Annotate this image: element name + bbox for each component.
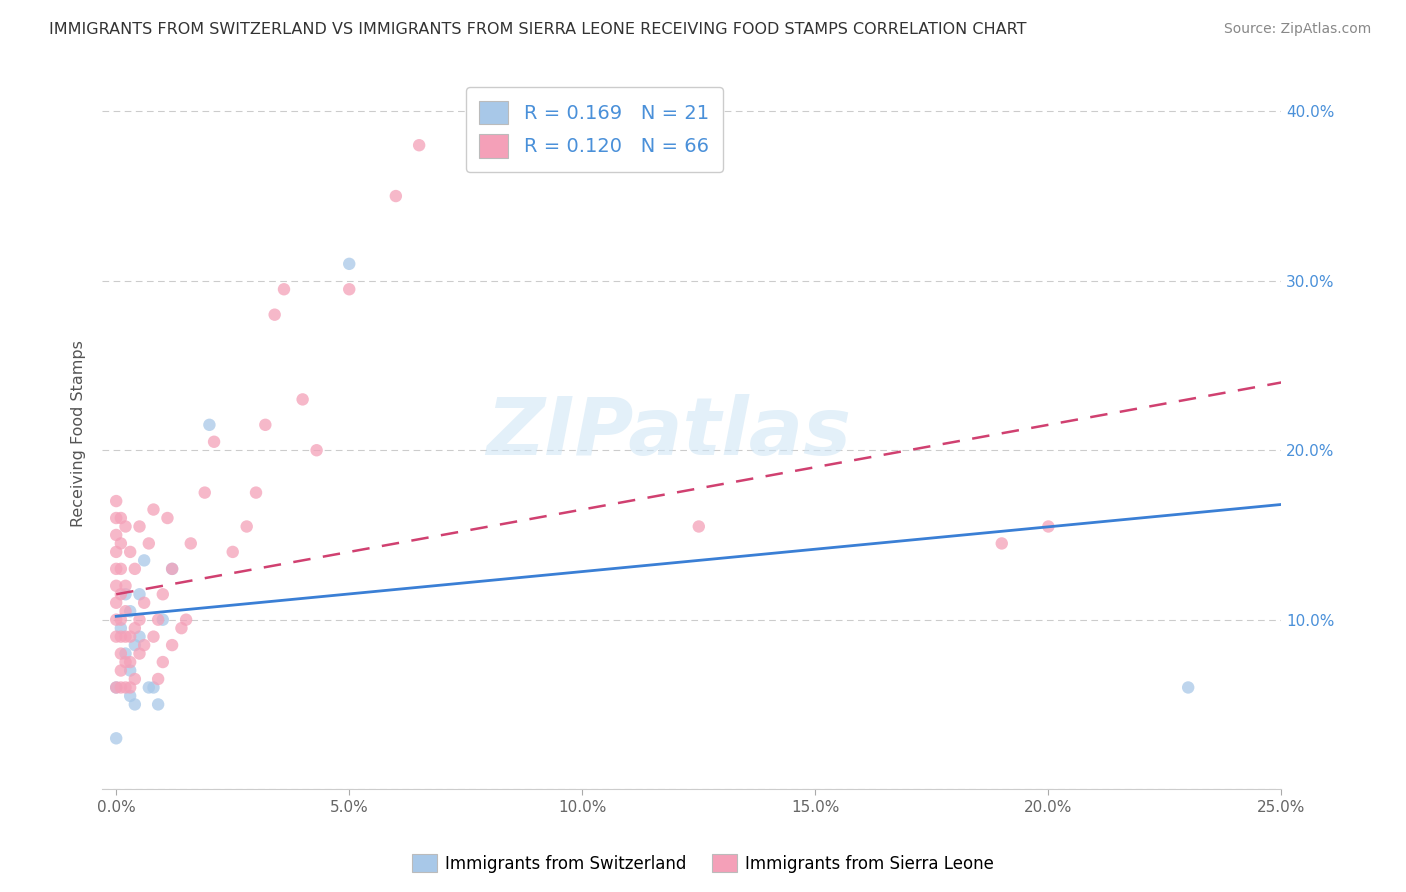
Point xyxy=(174,613,197,627)
Point xyxy=(120,545,142,559)
Point xyxy=(273,282,295,296)
Point xyxy=(152,613,174,627)
Point xyxy=(385,189,408,203)
Point xyxy=(110,621,132,635)
Point xyxy=(114,681,136,695)
Point xyxy=(114,604,136,618)
Point xyxy=(128,587,150,601)
Point xyxy=(134,553,156,567)
Point xyxy=(120,604,142,618)
Point xyxy=(142,681,165,695)
Point xyxy=(134,638,156,652)
Point xyxy=(146,698,169,712)
Point xyxy=(105,562,128,576)
Point xyxy=(114,630,136,644)
Legend: R = 0.169   N = 21, R = 0.120   N = 66: R = 0.169 N = 21, R = 0.120 N = 66 xyxy=(465,87,723,171)
Point xyxy=(138,536,160,550)
Point xyxy=(305,443,328,458)
Point xyxy=(124,562,146,576)
Point xyxy=(194,485,217,500)
Point xyxy=(120,664,142,678)
Point xyxy=(222,545,245,559)
Point xyxy=(105,528,128,542)
Point xyxy=(134,596,156,610)
Point xyxy=(105,494,128,508)
Point xyxy=(152,587,174,601)
Point xyxy=(160,638,183,652)
Point xyxy=(110,562,132,576)
Point xyxy=(170,621,193,635)
Point xyxy=(156,511,179,525)
Point xyxy=(110,681,132,695)
Point xyxy=(110,511,132,525)
Point xyxy=(263,308,285,322)
Point xyxy=(124,638,146,652)
Point xyxy=(110,587,132,601)
Point xyxy=(291,392,314,407)
Point xyxy=(142,630,165,644)
Legend: Immigrants from Switzerland, Immigrants from Sierra Leone: Immigrants from Switzerland, Immigrants … xyxy=(405,847,1001,880)
Point xyxy=(105,596,128,610)
Point xyxy=(105,545,128,559)
Text: IMMIGRANTS FROM SWITZERLAND VS IMMIGRANTS FROM SIERRA LEONE RECEIVING FOOD STAMP: IMMIGRANTS FROM SWITZERLAND VS IMMIGRANT… xyxy=(49,22,1026,37)
Point xyxy=(114,579,136,593)
Point xyxy=(128,630,150,644)
Point xyxy=(120,655,142,669)
Point xyxy=(142,502,165,516)
Point xyxy=(337,257,360,271)
Point xyxy=(105,613,128,627)
Point xyxy=(114,519,136,533)
Point xyxy=(124,672,146,686)
Point xyxy=(124,621,146,635)
Point xyxy=(105,511,128,525)
Point xyxy=(138,681,160,695)
Point xyxy=(180,536,202,550)
Point xyxy=(152,655,174,669)
Text: ZIPatlas: ZIPatlas xyxy=(485,394,851,472)
Point xyxy=(105,681,128,695)
Point xyxy=(990,536,1012,550)
Point xyxy=(198,417,221,432)
Point xyxy=(688,519,710,533)
Point xyxy=(110,630,132,644)
Point xyxy=(1177,681,1199,695)
Point xyxy=(120,681,142,695)
Point xyxy=(114,647,136,661)
Point xyxy=(146,613,169,627)
Point xyxy=(110,536,132,550)
Point xyxy=(235,519,257,533)
Point xyxy=(160,562,183,576)
Point xyxy=(146,672,169,686)
Point xyxy=(245,485,267,500)
Point xyxy=(128,647,150,661)
Point xyxy=(110,613,132,627)
Point xyxy=(128,613,150,627)
Point xyxy=(105,630,128,644)
Point xyxy=(202,434,225,449)
Point xyxy=(114,587,136,601)
Point xyxy=(105,579,128,593)
Point xyxy=(105,731,128,746)
Point xyxy=(160,562,183,576)
Point xyxy=(110,664,132,678)
Point xyxy=(110,647,132,661)
Point xyxy=(128,519,150,533)
Point xyxy=(120,630,142,644)
Point xyxy=(114,655,136,669)
Point xyxy=(337,282,360,296)
Point xyxy=(124,698,146,712)
Y-axis label: Receiving Food Stamps: Receiving Food Stamps xyxy=(72,340,86,527)
Point xyxy=(254,417,277,432)
Point xyxy=(120,689,142,703)
Point xyxy=(1038,519,1060,533)
Point xyxy=(408,138,430,153)
Point xyxy=(105,681,128,695)
Text: Source: ZipAtlas.com: Source: ZipAtlas.com xyxy=(1223,22,1371,37)
